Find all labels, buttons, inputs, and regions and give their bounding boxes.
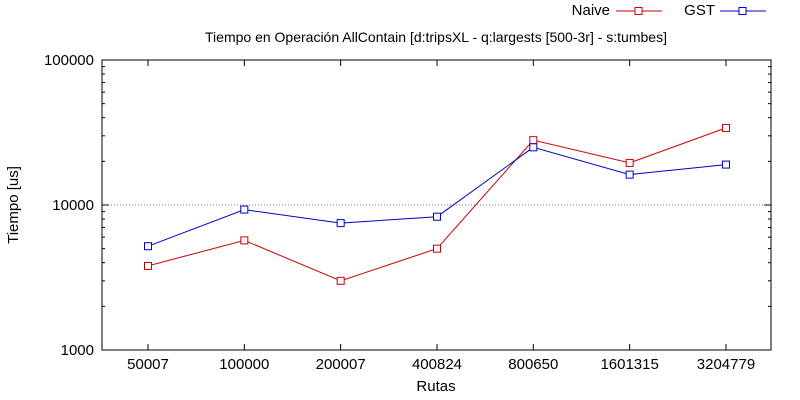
- x-tick-label: 50007: [127, 356, 169, 373]
- x-tick-label: 1601315: [600, 356, 658, 373]
- data-point-naive: [432, 244, 441, 253]
- data-point-gst: [144, 242, 152, 251]
- y-tick-label: 10000: [52, 197, 94, 214]
- chart-title: Tiempo en Operación AllContain [d:tripsX…: [205, 29, 667, 45]
- data-point-gst: [432, 212, 441, 221]
- legend: Naive GST: [572, 2, 766, 19]
- series-layer: [144, 123, 730, 285]
- data-point-naive: [144, 261, 152, 270]
- x-tick-label: 100000: [219, 356, 269, 373]
- tick-layer: 1000 10000 100000 50007 100000 200007 400824 80…: [44, 52, 771, 373]
- data-point-naive: [625, 158, 634, 167]
- data-point-gst: [336, 219, 345, 228]
- x-tick-label: 400824: [412, 356, 462, 373]
- x-axis-label: Rutas: [416, 378, 455, 395]
- y-axis-label: Tiempo [us]: [5, 166, 22, 244]
- data-point-naive: [240, 236, 249, 245]
- x-tick-label: 200007: [316, 356, 366, 373]
- x-tick-label: 800650: [508, 356, 558, 373]
- legend-marker-gst: [738, 7, 747, 15]
- legend-label-gst: GST: [684, 2, 715, 19]
- y-tick-label: 1000: [61, 342, 94, 359]
- data-point-gst: [240, 205, 249, 214]
- data-point-naive: [529, 136, 538, 145]
- data-point-naive: [721, 123, 730, 132]
- legend-label-naive: Naive: [572, 2, 610, 19]
- legend-marker-naive: [634, 7, 643, 15]
- data-point-gst: [529, 143, 538, 152]
- x-tick-label: 3204779: [697, 356, 755, 373]
- y-tick-label: 100000: [44, 52, 94, 69]
- data-point-gst: [625, 170, 634, 179]
- data-point-gst: [721, 160, 730, 169]
- data-point-naive: [336, 276, 345, 285]
